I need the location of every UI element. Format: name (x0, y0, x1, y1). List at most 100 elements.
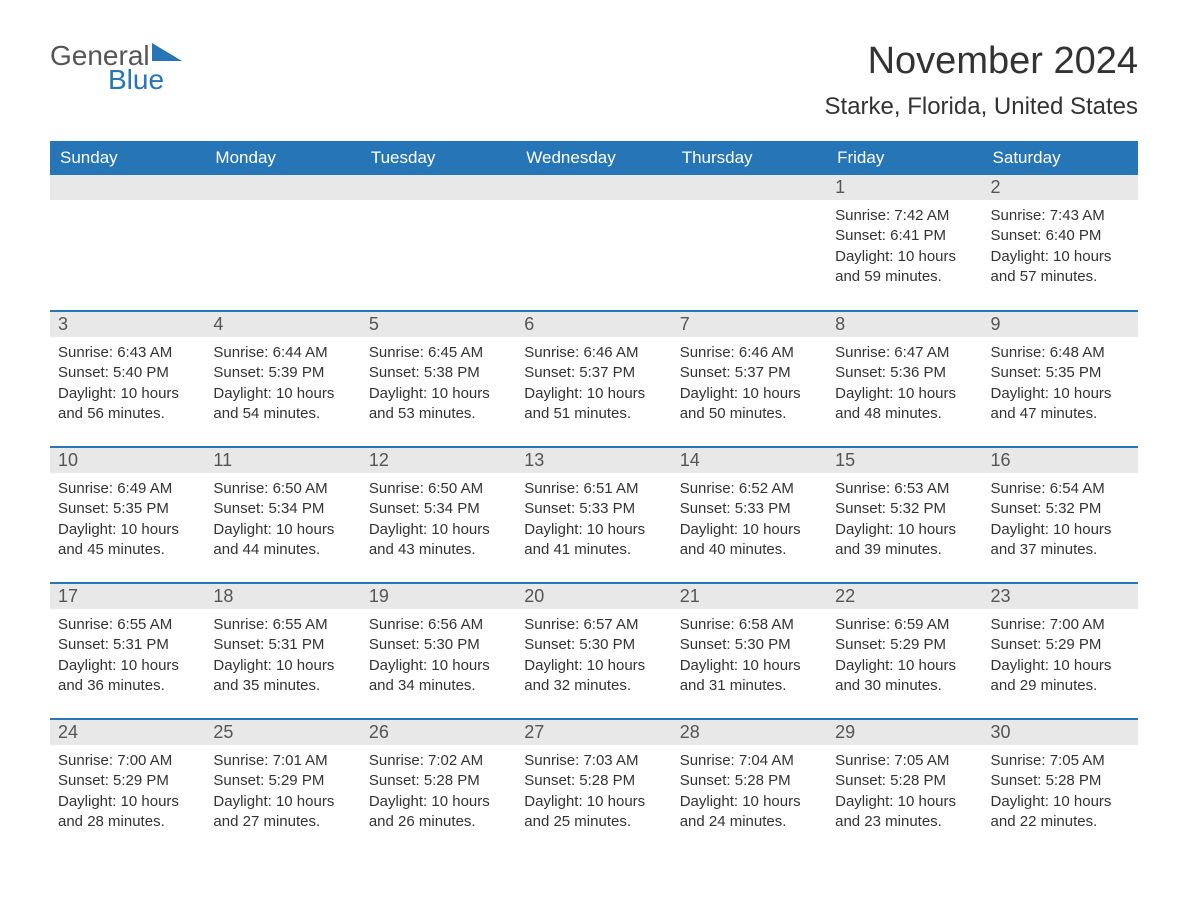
daylight-text: Daylight: 10 hours and 51 minutes. (524, 384, 663, 425)
day-content: Sunrise: 6:44 AMSunset: 5:39 PMDaylight:… (205, 337, 360, 430)
sunset-text: Sunset: 5:36 PM (835, 363, 974, 383)
day-number: 16 (983, 448, 1138, 473)
sunrise-text: Sunrise: 6:51 AM (524, 479, 663, 499)
sunrise-text: Sunrise: 6:49 AM (58, 479, 197, 499)
calendar-cell: 16Sunrise: 6:54 AMSunset: 5:32 PMDayligh… (983, 447, 1138, 583)
sunrise-text: Sunrise: 6:43 AM (58, 343, 197, 363)
calendar-cell: 26Sunrise: 7:02 AMSunset: 5:28 PMDayligh… (361, 719, 516, 855)
day-number: 19 (361, 584, 516, 609)
day-number: 30 (983, 720, 1138, 745)
daylight-text: Daylight: 10 hours and 35 minutes. (213, 656, 352, 697)
calendar-cell (361, 175, 516, 311)
day-number: 28 (672, 720, 827, 745)
day-number: 3 (50, 312, 205, 337)
sunset-text: Sunset: 5:29 PM (991, 635, 1130, 655)
sunrise-text: Sunrise: 7:00 AM (991, 615, 1130, 635)
calendar-week-row: 10Sunrise: 6:49 AMSunset: 5:35 PMDayligh… (50, 447, 1138, 583)
day-number: 18 (205, 584, 360, 609)
day-content: Sunrise: 6:46 AMSunset: 5:37 PMDaylight:… (516, 337, 671, 430)
calendar-cell: 13Sunrise: 6:51 AMSunset: 5:33 PMDayligh… (516, 447, 671, 583)
calendar-cell: 9Sunrise: 6:48 AMSunset: 5:35 PMDaylight… (983, 311, 1138, 447)
day-content: Sunrise: 7:43 AMSunset: 6:40 PMDaylight:… (983, 200, 1138, 293)
day-content: Sunrise: 6:59 AMSunset: 5:29 PMDaylight:… (827, 609, 982, 702)
calendar-cell: 3Sunrise: 6:43 AMSunset: 5:40 PMDaylight… (50, 311, 205, 447)
calendar-cell: 20Sunrise: 6:57 AMSunset: 5:30 PMDayligh… (516, 583, 671, 719)
day-content: Sunrise: 7:05 AMSunset: 5:28 PMDaylight:… (983, 745, 1138, 838)
sunset-text: Sunset: 5:29 PM (213, 771, 352, 791)
day-content: Sunrise: 6:52 AMSunset: 5:33 PMDaylight:… (672, 473, 827, 566)
calendar-cell: 25Sunrise: 7:01 AMSunset: 5:29 PMDayligh… (205, 719, 360, 855)
sunrise-text: Sunrise: 6:46 AM (524, 343, 663, 363)
day-header: Thursday (672, 141, 827, 175)
sunrise-text: Sunrise: 6:44 AM (213, 343, 352, 363)
daylight-text: Daylight: 10 hours and 32 minutes. (524, 656, 663, 697)
sunrise-text: Sunrise: 7:43 AM (991, 206, 1130, 226)
sunset-text: Sunset: 5:29 PM (58, 771, 197, 791)
sunrise-text: Sunrise: 6:57 AM (524, 615, 663, 635)
day-content: Sunrise: 6:56 AMSunset: 5:30 PMDaylight:… (361, 609, 516, 702)
calendar-cell: 11Sunrise: 6:50 AMSunset: 5:34 PMDayligh… (205, 447, 360, 583)
day-number-empty (672, 175, 827, 200)
sunrise-text: Sunrise: 6:55 AM (58, 615, 197, 635)
month-title: November 2024 (825, 40, 1138, 83)
calendar-cell: 30Sunrise: 7:05 AMSunset: 5:28 PMDayligh… (983, 719, 1138, 855)
sunset-text: Sunset: 5:28 PM (991, 771, 1130, 791)
day-number: 29 (827, 720, 982, 745)
sunset-text: Sunset: 6:41 PM (835, 226, 974, 246)
sunrise-text: Sunrise: 7:02 AM (369, 751, 508, 771)
daylight-text: Daylight: 10 hours and 53 minutes. (369, 384, 508, 425)
day-number: 6 (516, 312, 671, 337)
daylight-text: Daylight: 10 hours and 45 minutes. (58, 520, 197, 561)
sunrise-text: Sunrise: 6:46 AM (680, 343, 819, 363)
day-number: 27 (516, 720, 671, 745)
sunset-text: Sunset: 5:28 PM (369, 771, 508, 791)
day-header: Monday (205, 141, 360, 175)
calendar-cell (50, 175, 205, 311)
day-header: Friday (827, 141, 982, 175)
sunrise-text: Sunrise: 6:54 AM (991, 479, 1130, 499)
daylight-text: Daylight: 10 hours and 22 minutes. (991, 792, 1130, 833)
sunset-text: Sunset: 5:37 PM (524, 363, 663, 383)
day-number: 2 (983, 175, 1138, 200)
daylight-text: Daylight: 10 hours and 47 minutes. (991, 384, 1130, 425)
day-content: Sunrise: 6:50 AMSunset: 5:34 PMDaylight:… (205, 473, 360, 566)
sunset-text: Sunset: 5:29 PM (835, 635, 974, 655)
day-number: 26 (361, 720, 516, 745)
sunrise-text: Sunrise: 6:47 AM (835, 343, 974, 363)
sunrise-text: Sunrise: 6:48 AM (991, 343, 1130, 363)
day-content: Sunrise: 7:00 AMSunset: 5:29 PMDaylight:… (983, 609, 1138, 702)
sunset-text: Sunset: 5:35 PM (58, 499, 197, 519)
calendar-cell: 2Sunrise: 7:43 AMSunset: 6:40 PMDaylight… (983, 175, 1138, 311)
calendar-cell: 7Sunrise: 6:46 AMSunset: 5:37 PMDaylight… (672, 311, 827, 447)
calendar-week-row: 17Sunrise: 6:55 AMSunset: 5:31 PMDayligh… (50, 583, 1138, 719)
sunset-text: Sunset: 6:40 PM (991, 226, 1130, 246)
day-number: 21 (672, 584, 827, 609)
daylight-text: Daylight: 10 hours and 27 minutes. (213, 792, 352, 833)
daylight-text: Daylight: 10 hours and 44 minutes. (213, 520, 352, 561)
sunrise-text: Sunrise: 6:56 AM (369, 615, 508, 635)
sunset-text: Sunset: 5:30 PM (680, 635, 819, 655)
logo: General Blue (50, 40, 182, 96)
daylight-text: Daylight: 10 hours and 23 minutes. (835, 792, 974, 833)
calendar-cell: 6Sunrise: 6:46 AMSunset: 5:37 PMDaylight… (516, 311, 671, 447)
day-content: Sunrise: 7:02 AMSunset: 5:28 PMDaylight:… (361, 745, 516, 838)
calendar-body: 1Sunrise: 7:42 AMSunset: 6:41 PMDaylight… (50, 175, 1138, 855)
calendar-cell: 5Sunrise: 6:45 AMSunset: 5:38 PMDaylight… (361, 311, 516, 447)
day-content: Sunrise: 6:47 AMSunset: 5:36 PMDaylight:… (827, 337, 982, 430)
day-number: 11 (205, 448, 360, 473)
day-content: Sunrise: 7:00 AMSunset: 5:29 PMDaylight:… (50, 745, 205, 838)
sunrise-text: Sunrise: 6:59 AM (835, 615, 974, 635)
calendar-cell: 14Sunrise: 6:52 AMSunset: 5:33 PMDayligh… (672, 447, 827, 583)
daylight-text: Daylight: 10 hours and 29 minutes. (991, 656, 1130, 697)
sunset-text: Sunset: 5:28 PM (680, 771, 819, 791)
day-content: Sunrise: 7:01 AMSunset: 5:29 PMDaylight:… (205, 745, 360, 838)
day-content: Sunrise: 6:45 AMSunset: 5:38 PMDaylight:… (361, 337, 516, 430)
sunset-text: Sunset: 5:39 PM (213, 363, 352, 383)
sunrise-text: Sunrise: 6:58 AM (680, 615, 819, 635)
calendar-cell: 21Sunrise: 6:58 AMSunset: 5:30 PMDayligh… (672, 583, 827, 719)
calendar-cell: 24Sunrise: 7:00 AMSunset: 5:29 PMDayligh… (50, 719, 205, 855)
day-number: 15 (827, 448, 982, 473)
sunset-text: Sunset: 5:32 PM (835, 499, 974, 519)
day-number: 13 (516, 448, 671, 473)
calendar: SundayMondayTuesdayWednesdayThursdayFrid… (50, 141, 1138, 855)
